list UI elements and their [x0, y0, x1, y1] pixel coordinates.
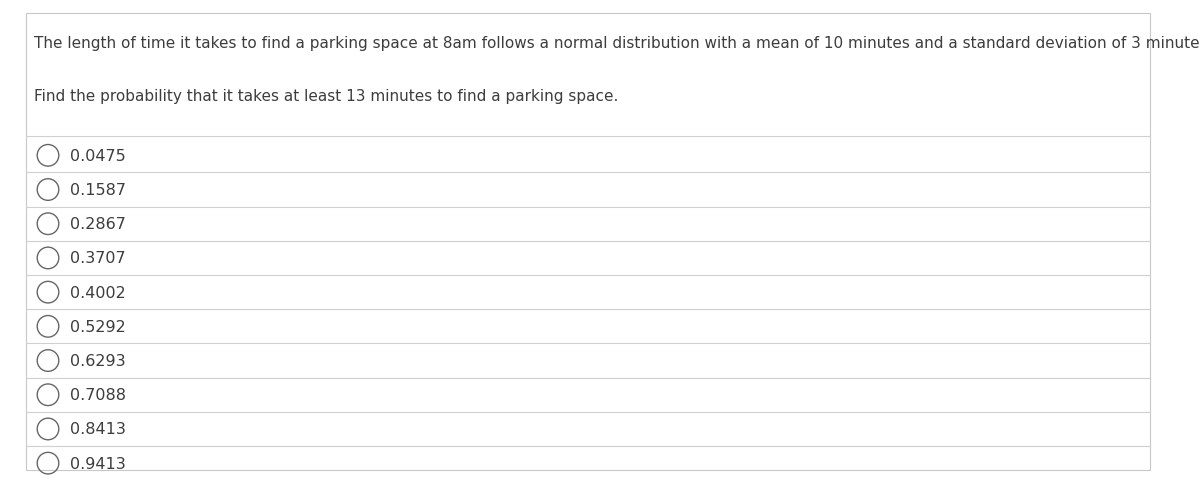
Text: 0.8413: 0.8413: [70, 421, 126, 436]
Text: 0.0475: 0.0475: [70, 148, 125, 164]
Text: The length of time it takes to find a parking space at 8am follows a normal dist: The length of time it takes to find a pa…: [34, 36, 1200, 51]
Text: 0.2867: 0.2867: [70, 217, 126, 232]
Text: 0.6293: 0.6293: [70, 353, 125, 368]
Text: 0.3707: 0.3707: [70, 251, 125, 266]
Text: 0.1587: 0.1587: [70, 183, 126, 198]
Text: 0.4002: 0.4002: [70, 285, 125, 300]
Text: 0.7088: 0.7088: [70, 387, 126, 402]
Text: 0.9413: 0.9413: [70, 456, 125, 471]
Text: Find the probability that it takes at least 13 minutes to find a parking space.: Find the probability that it takes at le…: [34, 88, 618, 104]
Text: 0.5292: 0.5292: [70, 319, 125, 334]
